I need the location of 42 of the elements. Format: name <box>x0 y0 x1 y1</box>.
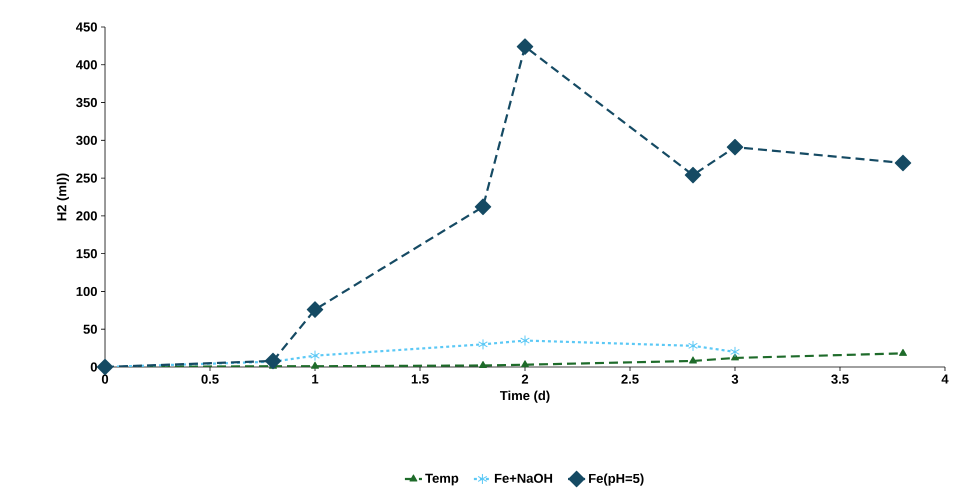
point <box>730 346 740 358</box>
x-tick-label: 3.5 <box>831 374 849 384</box>
point <box>96 358 114 376</box>
point <box>516 38 534 55</box>
point <box>306 301 324 318</box>
point <box>684 166 702 184</box>
x-axis-title: Time (d) <box>500 390 550 403</box>
legend-label: Fe+NaOH <box>494 474 552 483</box>
y-tick-label: 450 <box>76 22 97 32</box>
point <box>899 348 907 356</box>
x-tick-label: 2.5 <box>621 374 639 384</box>
x-tick-label: 1 <box>312 374 318 384</box>
x-tick-label: 1.5 <box>412 374 429 384</box>
y-tick-label: 50 <box>83 324 97 334</box>
y-tick-label: 400 <box>76 60 97 70</box>
point <box>688 340 698 352</box>
point <box>311 362 319 369</box>
point <box>520 335 530 346</box>
legend-label: Temp <box>425 474 458 486</box>
x-tick-label: 4 <box>942 374 949 384</box>
point <box>521 360 529 368</box>
point <box>264 352 282 370</box>
y-tick-label: 300 <box>76 136 97 145</box>
y-tick-label: 250 <box>76 174 97 183</box>
y-axis-title: H2 (ml)) <box>56 173 69 220</box>
x-tick-label: 0.5 <box>201 374 219 384</box>
y-tick-label: 150 <box>76 249 97 258</box>
x-tick-label: 2 <box>522 374 528 384</box>
point <box>474 198 492 216</box>
y-tick-label: 100 <box>76 286 97 296</box>
x-tick-label: 0 <box>102 374 108 384</box>
legend-label: Fe(pH=5) <box>589 474 644 486</box>
point <box>726 138 744 156</box>
point <box>310 350 320 362</box>
point <box>689 356 697 364</box>
x-tick-label: 3 <box>732 374 738 384</box>
y-tick-label: 200 <box>76 211 97 220</box>
point <box>894 154 912 172</box>
point <box>478 338 488 350</box>
y-tick-label: 0 <box>90 362 97 372</box>
point <box>479 360 487 368</box>
y-tick-label: 350 <box>76 98 97 108</box>
